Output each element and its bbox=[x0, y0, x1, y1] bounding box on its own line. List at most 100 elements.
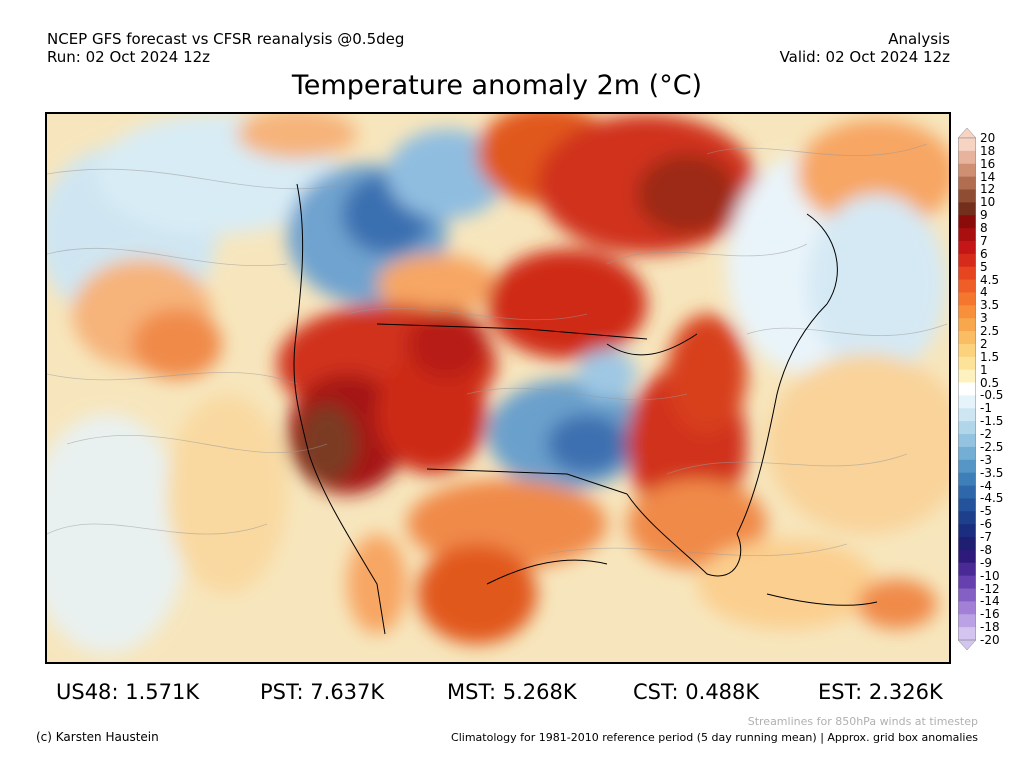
stat-est: EST: 2.326K bbox=[818, 680, 943, 704]
colorbar-tick-label: -3 bbox=[980, 452, 992, 467]
anomaly-map bbox=[45, 112, 951, 664]
colorbar-bin bbox=[958, 627, 976, 641]
colorbar-tick-label: 12 bbox=[980, 182, 996, 197]
colorbar-bin bbox=[958, 549, 976, 564]
colorbar-bin bbox=[958, 369, 976, 384]
colorbar-bin bbox=[958, 163, 976, 178]
colorbar-tick-label: 10 bbox=[980, 195, 996, 210]
stat-label: MST bbox=[447, 680, 489, 704]
stat-label: EST bbox=[818, 680, 856, 704]
colorbar bbox=[958, 128, 976, 650]
colorbar-bin bbox=[958, 150, 976, 165]
colorbar-bin bbox=[958, 524, 976, 538]
colorbar-tick-label: 1 bbox=[980, 362, 988, 377]
colorbar-tick-label: -9 bbox=[980, 555, 992, 570]
colorbar-bin bbox=[958, 240, 976, 255]
colorbar-tick-label: 16 bbox=[980, 156, 996, 171]
colorbar-bin bbox=[958, 421, 976, 435]
streamlines bbox=[47, 143, 948, 556]
stat-label: PST bbox=[260, 680, 297, 704]
map-canvas bbox=[47, 114, 949, 662]
stat-value: 5.268K bbox=[502, 680, 577, 704]
colorbar-bin bbox=[958, 472, 976, 487]
colorbar-tick-label: -8 bbox=[980, 542, 992, 557]
colorbar-bin bbox=[958, 318, 976, 332]
colorbar-bin bbox=[958, 562, 976, 577]
colorbar-max-arrow bbox=[958, 128, 976, 139]
colorbar-bin bbox=[958, 434, 976, 448]
stat-pst: PST: 7.637K bbox=[260, 680, 385, 704]
run-time: Run: 02 Oct 2024 12z bbox=[47, 48, 211, 66]
colorbar-tick-label: -5 bbox=[980, 504, 992, 519]
colorbar-bin bbox=[958, 138, 976, 152]
colorbar-bin bbox=[958, 343, 976, 358]
copyright: (c) Karsten Haustein bbox=[36, 730, 159, 744]
colorbar-tick-label: -14 bbox=[980, 594, 1000, 609]
colorbar-bin bbox=[958, 614, 976, 628]
colorbar-tick-label: -0.5 bbox=[980, 388, 1004, 403]
stat-value: 2.326K bbox=[868, 680, 943, 704]
colorbar-tick-label: 5 bbox=[980, 259, 988, 274]
colorbar-tick-label: -16 bbox=[980, 607, 1000, 622]
stat-mst: MST: 5.268K bbox=[447, 680, 577, 704]
model-description: NCEP GFS forecast vs CFSR reanalysis @0.… bbox=[47, 30, 405, 48]
colorbar-tick-label: -4 bbox=[980, 478, 992, 493]
colorbar-tick-label: 9 bbox=[980, 208, 988, 223]
colorbar-bin bbox=[958, 331, 976, 345]
colorbar-tick-label: 3 bbox=[980, 311, 988, 326]
colorbar-tick-label: 1.5 bbox=[980, 349, 1000, 364]
stat-label: CST bbox=[633, 680, 672, 704]
climatology-note: Climatology for 1981-2010 reference peri… bbox=[451, 731, 978, 744]
colorbar-tick-label: -12 bbox=[980, 581, 1000, 596]
colorbar-tick-label: -1 bbox=[980, 401, 992, 416]
colorbar-tick-label: -1.5 bbox=[980, 414, 1004, 429]
colorbar-tick-label: 20 bbox=[980, 131, 996, 145]
colorbar-tick-label: 4.5 bbox=[980, 272, 1000, 287]
colorbar-bin bbox=[958, 408, 976, 422]
colorbar-bin bbox=[958, 575, 976, 590]
colorbar-bin bbox=[958, 382, 976, 396]
colorbar-bin bbox=[958, 498, 976, 512]
colorbar-bin bbox=[958, 228, 976, 242]
stat-value: 1.571K bbox=[125, 680, 200, 704]
colorbar-bin bbox=[958, 446, 976, 461]
anomaly-field bbox=[47, 114, 949, 654]
stat-us48: US48: 1.571K bbox=[56, 680, 200, 704]
colorbar-tick-label: -2.5 bbox=[980, 439, 1004, 454]
colorbar-bin bbox=[958, 279, 976, 293]
coastlines bbox=[293, 183, 878, 635]
colorbar-tick-label: 7 bbox=[980, 233, 988, 248]
stat-cst: CST: 0.488K bbox=[633, 680, 760, 704]
colorbar-tick-label: 8 bbox=[980, 221, 988, 236]
colorbar-tick-label: -10 bbox=[980, 568, 1000, 583]
colorbar-tick-label: -18 bbox=[980, 620, 1000, 635]
map-title: Temperature anomaly 2m (°C) bbox=[291, 70, 703, 101]
valid-time: Valid: 02 Oct 2024 12z bbox=[779, 48, 950, 66]
colorbar-bin bbox=[958, 305, 976, 319]
colorbar-tick-label: -7 bbox=[980, 530, 992, 545]
colorbar-frame bbox=[958, 137, 976, 641]
colorbar-tick-label: 2 bbox=[980, 336, 988, 351]
colorbar-bin bbox=[958, 189, 976, 203]
colorbar-bin bbox=[958, 215, 976, 229]
colorbar-tick-label: 14 bbox=[980, 169, 996, 184]
colorbar-bin bbox=[958, 511, 976, 525]
colorbar-bin bbox=[958, 202, 976, 216]
streamlines-note: Streamlines for 850hPa winds at timestep bbox=[747, 715, 978, 728]
run-info: NCEP GFS forecast vs CFSR reanalysis @0.… bbox=[47, 30, 404, 66]
colorbar-bin bbox=[958, 459, 976, 474]
colorbar-bin bbox=[958, 537, 976, 551]
colorbar-tick-label: 3.5 bbox=[980, 298, 1000, 313]
colorbar-tick-label: -2 bbox=[980, 427, 992, 442]
stat-value: 7.637K bbox=[310, 680, 385, 704]
colorbar-bin bbox=[958, 395, 976, 409]
colorbar-tick-label: -20 bbox=[980, 633, 1000, 647]
colorbar-bin bbox=[958, 176, 976, 190]
colorbar-bin bbox=[958, 588, 976, 602]
colorbar-bin bbox=[958, 266, 976, 281]
valid-info: Analysis Valid: 02 Oct 2024 12z bbox=[780, 30, 950, 66]
colorbar-tick-label: -4.5 bbox=[980, 491, 1004, 506]
colorbar-tick-label: 0.5 bbox=[980, 375, 1000, 390]
colorbar-tick-label: 6 bbox=[980, 246, 988, 261]
colorbar-min-arrow bbox=[958, 639, 976, 650]
